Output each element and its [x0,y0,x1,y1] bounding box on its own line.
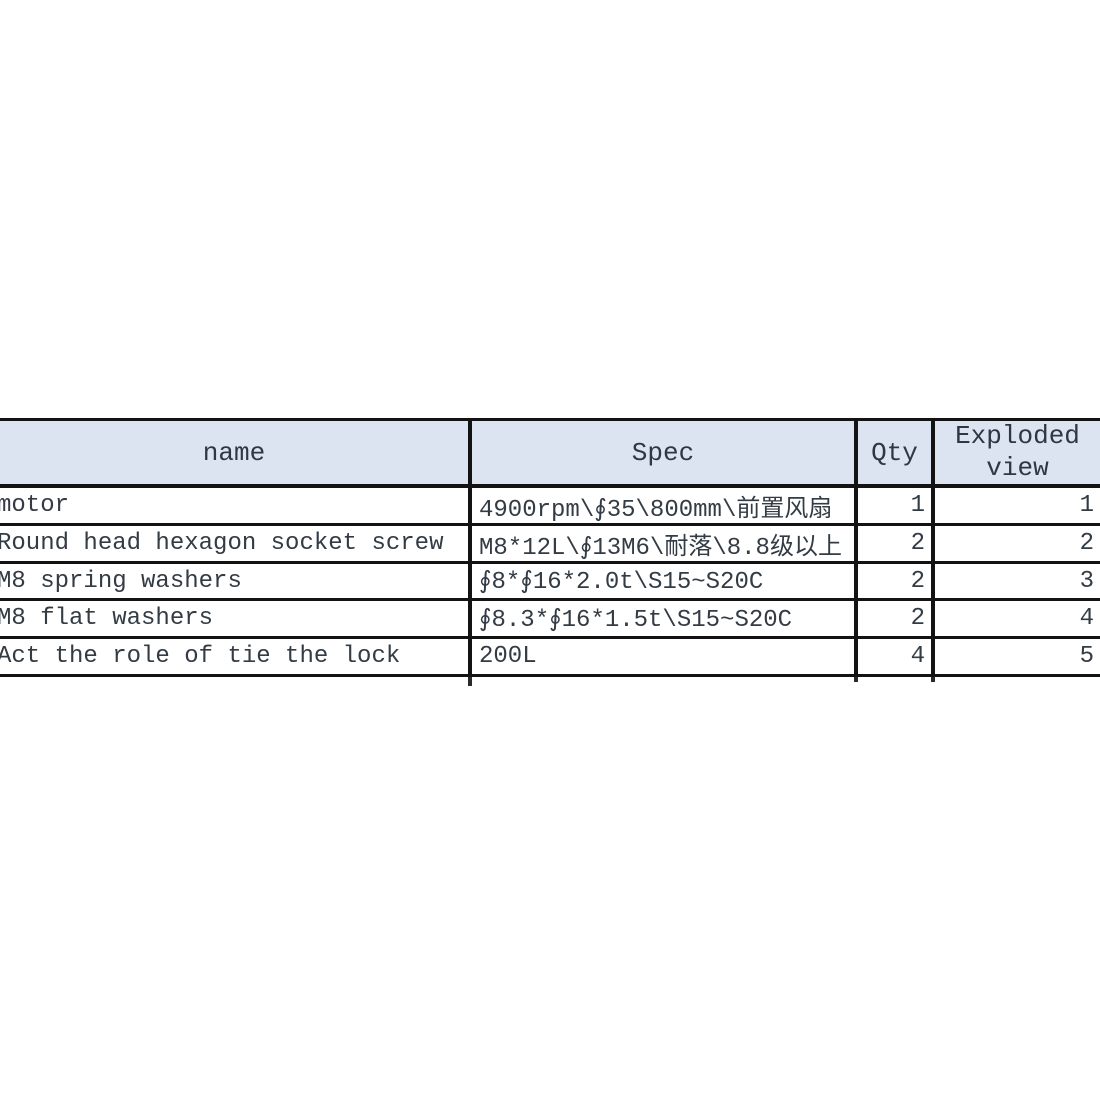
table-cell-exploded: 4 [935,601,1100,639]
column-header-exploded-view: Exploded view [935,418,1100,488]
parts-spec-table: name Spec Qty Exploded view motor 4900rp… [0,418,1100,677]
table-cell-name: M8 spring washers [0,564,472,601]
table-cell-qty: 2 [858,601,935,639]
table-cell-qty: 2 [858,526,935,564]
table-cell-qty: 1 [858,488,935,526]
grid-line-stub [854,677,858,682]
table-cell-name: motor [0,488,472,526]
table-cell-spec: ∮8*∮16*2.0t\S15~S20C [472,564,858,601]
table-cell-name: Round head hexagon socket screw [0,526,472,564]
column-header-qty: Qty [858,418,935,488]
table-cell-spec: M8*12L\∮13M6\耐落\8.8级以上 [472,526,858,564]
table-cell-name: M8 flat washers [0,601,472,639]
table-cell-exploded: 2 [935,526,1100,564]
table-cell-spec: ∮8.3*∮16*1.5t\S15~S20C [472,601,858,639]
grid-line-stub [931,677,935,682]
table-cell-spec: 4900rpm\∮35\800mm\前置风扇 [472,488,858,526]
table-cell-qty: 4 [858,639,935,677]
column-header-name: name [0,418,472,488]
table-cell-exploded: 5 [935,639,1100,677]
table-cell-qty: 2 [858,564,935,601]
table-cell-exploded: 3 [935,564,1100,601]
column-header-spec: Spec [472,418,858,488]
table-cell-name: Act the role of tie the lock [0,639,472,677]
table-cell-spec: 200L [472,639,858,677]
table-cell-exploded: 1 [935,488,1100,526]
grid-line-stub [468,677,472,686]
